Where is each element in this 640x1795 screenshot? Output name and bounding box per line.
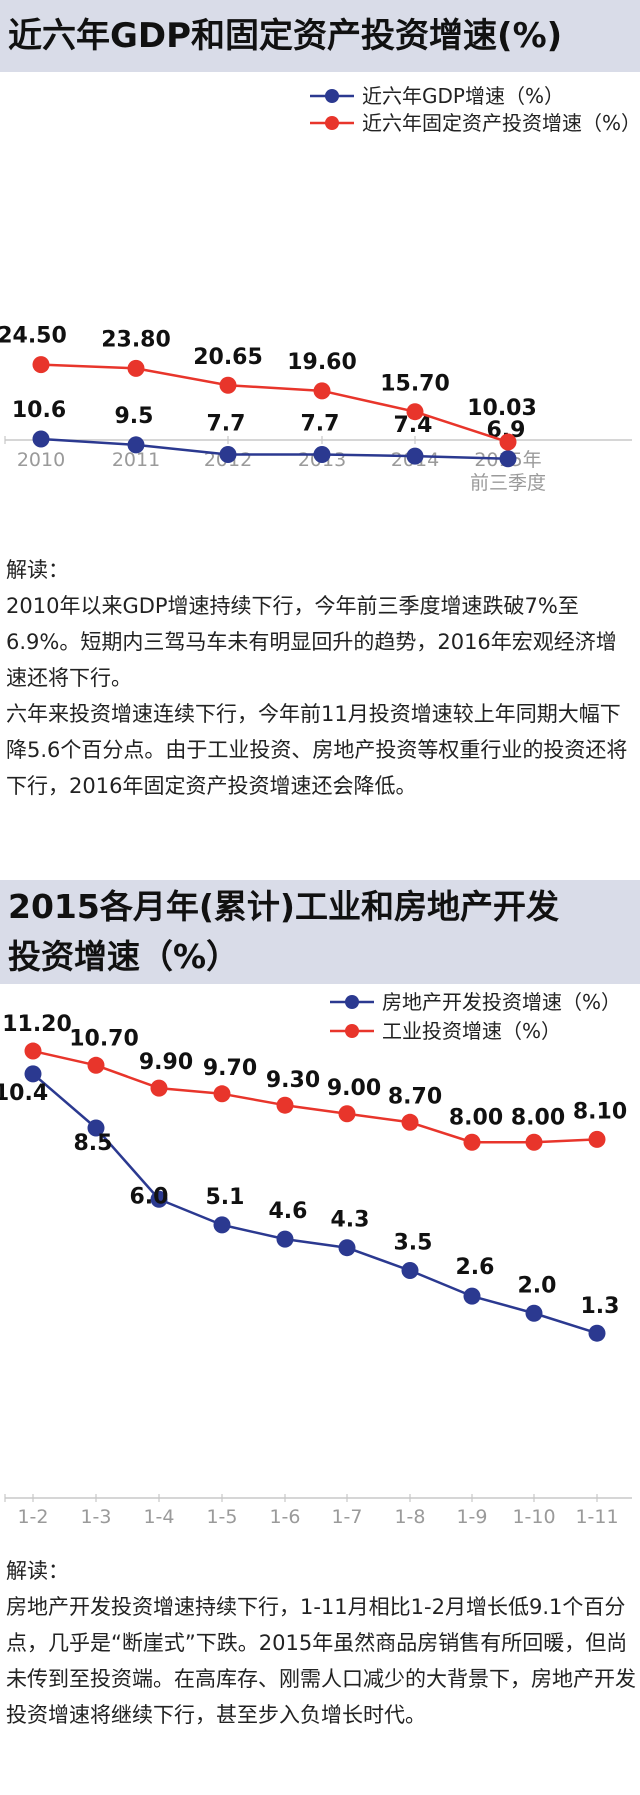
chart2-line-chart: 房地产开发投资增速（%） 工业投资增速（%） 1-2 1-3 1-4 1-5 1-6 1-7 1… — [0, 990, 632, 1528]
series-2-point-3 — [150, 1079, 168, 1097]
series-1-point-4 — [313, 446, 331, 464]
legend-marker-2 — [345, 1024, 359, 1038]
legend-marker-2 — [325, 116, 339, 130]
series-1-point-9 — [525, 1304, 543, 1322]
chart1-interpretation-heading: 解读： — [6, 558, 69, 582]
chart1-interpretation-para-2: 六年来投资增速连续下行，今年前11月投资增速较上年同期大幅下降5.6个百分点。由… — [6, 702, 628, 798]
series-2-point-2 — [127, 359, 145, 377]
chart2-interpretation-heading: 解读： — [6, 1559, 69, 1583]
series-1-data-label-4: 5.1 — [206, 1185, 245, 1210]
series-2-point-6 — [499, 433, 517, 451]
series-1-data-label-9: 2.0 — [518, 1273, 557, 1298]
chart1-line-chart: 近六年GDP增速（%）近六年固定资产投资增速（%）201020112012201… — [0, 84, 640, 494]
chart2-interpretation-para-1: 房地产开发投资增速持续下行，1-11月相比1-2月增长低9.1个百分点，几乎是“… — [6, 1595, 636, 1727]
series-1-data-label-1: 10.4 — [0, 1081, 48, 1106]
x-tick-label-1: 2010 — [17, 449, 65, 471]
series-2-data-label-5: 15.70 — [380, 372, 450, 397]
series-2-data-label-9: 8.00 — [511, 1105, 565, 1130]
series-2-point-1 — [32, 356, 50, 374]
series-1-data-label-3: 7.7 — [207, 412, 246, 437]
chart2-title: 2015各月年(累计)工业和房地产开发 投资增速（%） — [0, 880, 640, 984]
series-line-1 — [32, 1072, 598, 1335]
series-1-data-label-10: 1.3 — [581, 1294, 620, 1319]
legend-marker-1 — [325, 89, 339, 103]
series-1-data-label-2: 8.5 — [74, 1131, 113, 1156]
x-tick-label-1: 1-2 — [17, 1506, 48, 1528]
series-2-data-label-4: 9.70 — [203, 1056, 257, 1081]
series-2-data-label-7: 8.70 — [388, 1084, 442, 1109]
series-2-point-9 — [525, 1133, 543, 1151]
series-line-1 — [40, 437, 509, 461]
series-2-data-label-5: 9.30 — [266, 1068, 320, 1093]
series-2-point-5 — [276, 1096, 294, 1114]
series-2-data-label-2: 10.70 — [69, 1026, 139, 1051]
chart1-interpretation: 解读： 2010年以来GDP增速持续下行，今年前三季度增速跌破7%至6.9%。短… — [6, 552, 636, 804]
x-tick-label-9: 1-10 — [512, 1506, 555, 1528]
x-tick-label-10: 1-11 — [575, 1506, 618, 1528]
series-2-point-4 — [213, 1085, 231, 1103]
chart2-title-line-1: 2015各月年(累计)工业和房地产开发 — [8, 887, 560, 926]
legend-label-1: 房地产开发投资增速（%） — [382, 990, 621, 1014]
x-tick-label-3: 1-4 — [143, 1506, 174, 1528]
series-line-2 — [32, 1049, 598, 1144]
series-1-point-6 — [499, 450, 517, 468]
series-1-data-label-7: 3.5 — [394, 1231, 433, 1256]
legend-label-2: 工业投资增速（%） — [382, 1019, 561, 1043]
series-2-data-label-6: 9.00 — [327, 1076, 381, 1101]
chart2-title-line-2: 投资增速（%） — [8, 937, 240, 976]
series-1-point-2 — [87, 1119, 105, 1137]
series-1-data-label-8: 2.6 — [456, 1255, 495, 1280]
series-1-point-1 — [32, 430, 50, 448]
series-2-point-7 — [401, 1113, 419, 1131]
series-2-point-1 — [24, 1042, 42, 1060]
legend-label-2: 近六年固定资产投资增速（%） — [362, 111, 640, 135]
series-2-point-2 — [87, 1056, 105, 1074]
series-line-2 — [40, 363, 509, 444]
chart2-interpretation: 解读： 房地产开发投资增速持续下行，1-11月相比1-2月增长低9.1个百分点，… — [6, 1553, 636, 1733]
series-2-data-label-3: 9.90 — [139, 1050, 193, 1075]
series-2-point-6 — [338, 1105, 356, 1123]
chart1-interpretation-para-1: 2010年以来GDP增速持续下行，今年前三季度增速跌破7%至6.9%。短期内三驾… — [6, 594, 617, 690]
series-1-data-label-2: 9.5 — [115, 404, 154, 429]
series-2-point-10 — [588, 1130, 606, 1148]
series-1-point-3 — [219, 446, 237, 464]
series-1-point-2 — [127, 436, 145, 454]
x-tick-label-2: 1-3 — [80, 1506, 111, 1528]
series-1-point-6 — [338, 1239, 356, 1257]
series-1-point-3 — [150, 1190, 168, 1208]
series-1-point-4 — [213, 1216, 231, 1234]
series-2-data-label-1: 11.20 — [2, 1012, 72, 1037]
series-2-point-8 — [463, 1133, 481, 1151]
x-tick-label-8: 1-9 — [456, 1506, 487, 1528]
series-1-point-5 — [406, 447, 424, 465]
x-tick-label-5: 1-6 — [269, 1506, 300, 1528]
series-1-point-7 — [401, 1262, 419, 1279]
x-tick-label-2: 2011 — [112, 449, 160, 471]
series-1-data-label-3: 6.0 — [130, 1184, 169, 1209]
legend-label-1: 近六年GDP增速（%） — [362, 84, 564, 108]
x-tick-label-4: 1-5 — [206, 1506, 237, 1528]
series-1-point-10 — [588, 1324, 606, 1342]
series-2-data-label-1: 24.50 — [0, 324, 67, 349]
x-tick-label-7: 1-8 — [394, 1506, 425, 1528]
series-2-data-label-2: 23.80 — [101, 327, 171, 352]
series-2-data-label-3: 20.65 — [193, 345, 263, 370]
series-1-data-label-5: 4.6 — [269, 1199, 308, 1224]
series-2-point-4 — [313, 382, 331, 400]
series-2-data-label-8: 8.00 — [449, 1105, 503, 1130]
series-1-data-label-4: 7.7 — [301, 412, 340, 437]
series-2-data-label-10: 8.10 — [573, 1099, 627, 1124]
series-2-point-5 — [406, 403, 424, 421]
x-tick-label-6: 1-7 — [331, 1506, 362, 1528]
legend-marker-1 — [345, 995, 359, 1009]
series-2-data-label-4: 19.60 — [287, 350, 357, 375]
series-2-data-label-6: 10.03 — [467, 396, 537, 421]
series-1-data-label-6: 4.3 — [331, 1208, 370, 1233]
series-2-point-3 — [219, 376, 237, 394]
chart1-title: 近六年GDP和固定资产投资增速(%) — [0, 0, 640, 72]
series-1-point-8 — [463, 1287, 481, 1305]
series-1-point-5 — [276, 1230, 294, 1248]
series-1-point-1 — [24, 1065, 42, 1083]
series-1-data-label-1: 10.6 — [12, 398, 66, 423]
